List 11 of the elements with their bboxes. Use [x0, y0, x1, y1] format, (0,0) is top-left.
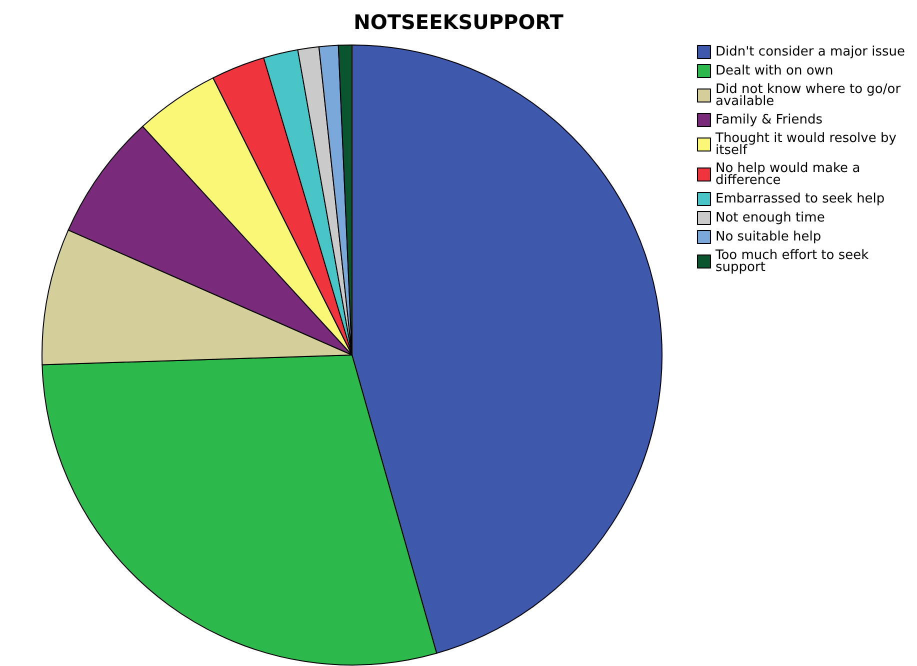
legend-label: Too much effort to seek support [714, 248, 873, 275]
legend-label: Not enough time [716, 210, 825, 226]
legend-label: Didn't consider a major issue [716, 44, 906, 60]
chart-title: NOTSEEKSUPPORT [354, 10, 564, 34]
legend-label: No suitable help [716, 230, 822, 244]
legend-label: Thought it would resolve by itself [714, 131, 901, 158]
legend-label: No help would make a difference [716, 161, 864, 188]
legend-label: Embarrassed to seek help [716, 192, 885, 206]
legend-label: Did not know where to go/or available [716, 82, 905, 109]
legend-label: Family & Friends [716, 112, 823, 128]
legend-label: Dealt with on own [716, 64, 834, 78]
